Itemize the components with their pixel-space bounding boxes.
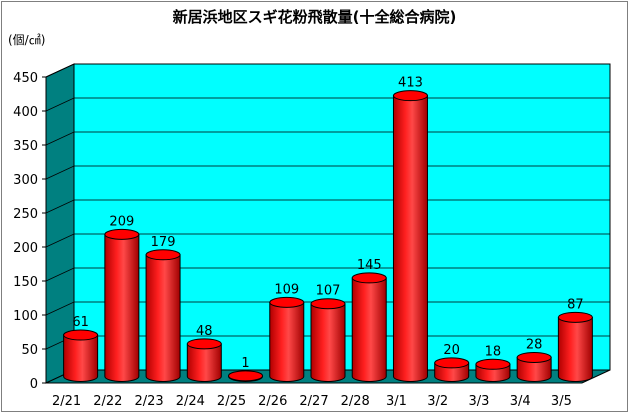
data-label: 28 bbox=[526, 337, 543, 352]
bar-body bbox=[310, 303, 346, 382]
bar-body bbox=[186, 343, 222, 382]
x-axis-ticks: 2/21 2/22 2/23 2/24 2/25 2/26 2/27 2/28 3/1 3/2 3/… bbox=[52, 394, 572, 409]
bar-top bbox=[145, 249, 181, 261]
gridline bbox=[45, 267, 610, 282]
y-tick-label: 450 bbox=[13, 71, 38, 86]
x-tick-label: 2/26 bbox=[258, 394, 287, 409]
data-label: 87 bbox=[567, 297, 584, 312]
bar-top bbox=[392, 90, 428, 102]
bar bbox=[392, 90, 428, 382]
bar-body bbox=[392, 95, 428, 382]
bar-top bbox=[434, 357, 470, 369]
bar-body bbox=[63, 334, 99, 382]
bar bbox=[557, 311, 593, 382]
bar-top bbox=[104, 228, 140, 240]
bar-top bbox=[269, 296, 305, 308]
gridline bbox=[45, 301, 610, 316]
x-tick-label: 3/5 bbox=[551, 394, 572, 409]
data-label: 61 bbox=[72, 315, 89, 330]
data-label: 179 bbox=[151, 235, 176, 250]
bar bbox=[228, 370, 264, 382]
gridlines bbox=[45, 63, 610, 350]
gridline bbox=[45, 233, 610, 248]
bar-top bbox=[475, 358, 511, 370]
data-label: 20 bbox=[443, 343, 460, 358]
bar bbox=[63, 329, 99, 382]
x-tick-label: 2/23 bbox=[134, 394, 163, 409]
x-tick-label: 3/1 bbox=[386, 394, 407, 409]
x-tick-label: 2/25 bbox=[217, 394, 246, 409]
data-label: 145 bbox=[357, 258, 382, 273]
y-axis-unit-label: (個/㎠) bbox=[8, 33, 46, 47]
data-label: 209 bbox=[109, 214, 134, 229]
data-labels: 61 209 179 48 1 109 107 145 413 20 18 28 87 bbox=[72, 76, 583, 371]
bar bbox=[351, 272, 387, 382]
bar-top bbox=[557, 311, 593, 323]
gridline bbox=[45, 97, 610, 112]
x-tick-label: 3/3 bbox=[468, 394, 489, 409]
bar bbox=[516, 351, 552, 382]
data-label: 107 bbox=[316, 284, 341, 299]
y-tick-label: 50 bbox=[21, 343, 38, 358]
x-tick-label: 2/28 bbox=[341, 394, 370, 409]
bar bbox=[434, 357, 470, 382]
bar-top bbox=[310, 298, 346, 310]
data-label: 18 bbox=[485, 344, 502, 359]
bar bbox=[310, 298, 346, 382]
gridline bbox=[45, 165, 610, 180]
data-label: 48 bbox=[196, 324, 213, 339]
bar-body bbox=[351, 277, 387, 382]
x-tick-label: 3/2 bbox=[427, 394, 448, 409]
y-tick-label: 350 bbox=[13, 139, 38, 154]
gridline bbox=[45, 199, 610, 214]
bars bbox=[63, 90, 593, 382]
y-axis-ticks: 0 50 100 150 200 250 300 350 400 450 bbox=[13, 71, 46, 392]
bar-body bbox=[269, 301, 305, 382]
bar-body bbox=[557, 316, 593, 382]
x-tick-label: 3/4 bbox=[510, 394, 531, 409]
bar bbox=[104, 228, 140, 382]
y-tick-label: 0 bbox=[30, 377, 38, 392]
x-tick-label: 2/27 bbox=[299, 394, 328, 409]
gridline bbox=[45, 131, 610, 146]
bar bbox=[145, 249, 181, 382]
y-tick-label: 150 bbox=[13, 275, 38, 290]
data-label: 109 bbox=[274, 282, 299, 297]
bar bbox=[269, 296, 305, 382]
y-tick-label: 300 bbox=[13, 173, 38, 188]
bar bbox=[475, 358, 511, 382]
x-tick-label: 2/21 bbox=[52, 394, 81, 409]
chart-title: 新居浜地区スギ花粉飛散量(十全総合病院) bbox=[172, 8, 457, 26]
y-tick-label: 250 bbox=[13, 207, 38, 222]
y-tick-label: 200 bbox=[13, 241, 38, 256]
bar-top bbox=[63, 329, 99, 341]
y-tick-label: 400 bbox=[13, 105, 38, 120]
bar-body bbox=[104, 233, 140, 382]
y-tick-label: 100 bbox=[13, 309, 38, 324]
data-label: 413 bbox=[398, 76, 423, 91]
data-label: 1 bbox=[241, 356, 249, 371]
bar-body bbox=[516, 356, 552, 382]
bar-body bbox=[145, 254, 181, 382]
x-tick-label: 2/24 bbox=[176, 394, 205, 409]
bar-top bbox=[186, 338, 222, 350]
gridline bbox=[45, 63, 610, 78]
x-tick-label: 2/22 bbox=[93, 394, 122, 409]
bar bbox=[186, 338, 222, 382]
bar-top bbox=[351, 272, 387, 284]
bar-top bbox=[516, 351, 552, 363]
bar-top bbox=[228, 370, 264, 382]
